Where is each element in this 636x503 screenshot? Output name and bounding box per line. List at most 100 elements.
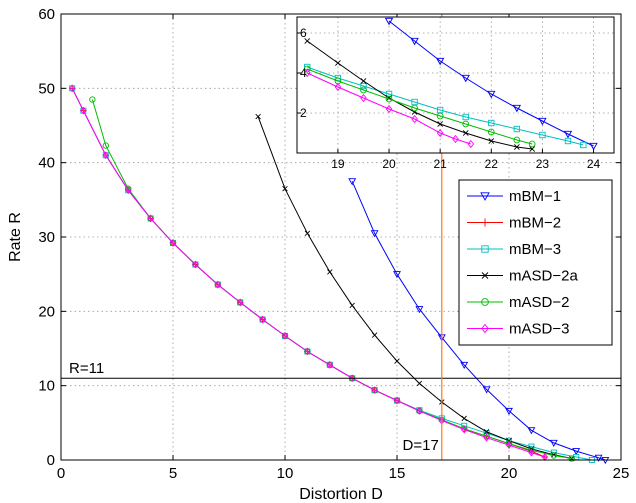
x-tick-label: 20 — [501, 465, 518, 482]
data-point-masd-3 — [393, 396, 401, 405]
inset-y-tick-label: 2 — [300, 106, 307, 120]
inset-data-point-masd-3 — [452, 134, 459, 144]
data-point-mbm-1 — [527, 427, 536, 435]
data-point-masd-3 — [326, 360, 333, 369]
inset-data-point-masd-2 — [385, 95, 393, 103]
data-point-masd-3 — [281, 331, 289, 340]
y-tick-label: 30 — [38, 229, 55, 246]
reference-label-vertical: D=17 — [403, 437, 439, 454]
inset-data-point-masd-3 — [334, 82, 342, 92]
inset-data-point-mbm-3 — [580, 141, 587, 149]
legend-entry-mbm-2: mBM−2 — [467, 215, 561, 232]
inset-series-line-masd-3 — [306, 72, 471, 145]
data-point-mbm-1 — [348, 178, 357, 186]
data-point-masd-3 — [80, 106, 87, 115]
data-point-masd-2a — [304, 230, 311, 237]
inset-frame — [296, 16, 615, 154]
x-tick-label: 5 — [169, 465, 177, 482]
inset-x-tick-label: 22 — [485, 157, 499, 171]
inset-data-point-mbm-3 — [462, 113, 469, 121]
data-point-masd-3 — [349, 374, 356, 383]
data-point-masd-2a — [461, 415, 467, 422]
inset-data-point-masd-2 — [436, 112, 444, 120]
data-point-masd-2a — [416, 380, 423, 387]
data-point-mbm-1 — [594, 454, 603, 462]
inset-x-tick-label: 21 — [433, 157, 447, 171]
data-point-masd-3 — [528, 448, 535, 457]
inset-series-mbm-1 — [384, 17, 598, 151]
inset-series-masd-3 — [303, 68, 475, 149]
data-point-masd-3 — [461, 425, 468, 434]
inset-data-point-masd-3 — [436, 128, 444, 138]
series-line-masd-3 — [71, 88, 545, 458]
legend-marker-mbm-1 — [480, 192, 490, 201]
y-tick-label: 10 — [38, 378, 55, 395]
inset-data-point-masd-2 — [303, 65, 311, 73]
data-point-mbm-1 — [460, 361, 469, 369]
inset-data-point-masd-2a — [462, 130, 469, 136]
inset-data-point-masd-2 — [411, 104, 418, 112]
legend-entry-mbm-3: mBM−3 — [467, 241, 561, 258]
legend: mBM−1 mBM−2 mBM−3 mASD−2a mASD−2 mASD−3 — [458, 179, 613, 346]
data-point-masd-2 — [89, 96, 96, 103]
data-point-masd-3 — [102, 151, 109, 160]
inset-data-point-mbm-1 — [538, 117, 547, 126]
main-series — [69, 84, 610, 465]
inset-data-point-masd-3 — [360, 93, 367, 103]
inset-y-tick-label: 6 — [300, 26, 307, 40]
inset-data-point-mbm-1 — [589, 142, 598, 151]
data-point-masd-3 — [147, 214, 154, 223]
data-point-masd-2a — [255, 113, 261, 120]
inset-data-point-masd-2a — [529, 146, 536, 152]
data-point-masd-3 — [371, 386, 378, 395]
main-axis-ticks: 0 5 10 15 20 25 0 10 20 30 40 50 60 — [38, 6, 629, 482]
inset-data-point-masd-2 — [528, 140, 536, 148]
data-point-masd-2a — [349, 302, 355, 309]
y-tick-label: 60 — [38, 6, 55, 23]
data-point-masd-2a — [483, 429, 490, 435]
inset-data-point-mbm-3 — [564, 137, 572, 145]
inset-data-point-mbm-1 — [563, 130, 573, 139]
x-tick-label: 15 — [389, 465, 406, 482]
inset-series-line-masd-2a — [306, 40, 533, 150]
data-point-mbm-1 — [370, 230, 379, 238]
inset-data-point-masd-2a — [513, 144, 520, 150]
inset-grid — [297, 17, 614, 153]
y-tick-label: 40 — [38, 155, 55, 172]
data-point-mbm-1 — [505, 407, 513, 416]
legend-marker-mbm-3 — [481, 245, 489, 253]
inset-series-line-masd-2 — [307, 68, 533, 145]
inset-data-point-masd-3 — [411, 114, 418, 124]
data-point-masd-2a — [282, 185, 288, 192]
inset-data-point-masd-2a — [360, 78, 367, 84]
inset-data-point-masd-2 — [360, 86, 367, 94]
inset-data-point-mbm-1 — [461, 74, 470, 83]
data-point-mbm-1 — [415, 306, 424, 314]
data-point-masd-2 — [550, 452, 557, 459]
reference-label-horizontal: R=11 — [69, 360, 104, 377]
legend-label-masd-3: mASD−3 — [509, 321, 569, 338]
legend-entry-masd-2a: mASD−2a — [467, 268, 578, 285]
data-point-masd-3 — [192, 260, 199, 269]
legend-entry-masd-2: mASD−2 — [467, 294, 569, 311]
data-point-masd-3 — [125, 186, 132, 195]
inset-data-point-mbm-3 — [539, 131, 546, 139]
series-line-mbm-1 — [351, 181, 606, 461]
legend-marker-mbm-2 — [481, 218, 489, 227]
data-point-masd-3 — [259, 315, 266, 324]
data-point-mbm-1 — [572, 448, 581, 456]
inset-data-point-mbm-3 — [360, 82, 367, 90]
x-axis-label: Distortion D — [299, 486, 383, 503]
inset-data-point-masd-2 — [462, 120, 470, 128]
series-masd-3 — [69, 84, 548, 461]
inset-data-point-masd-2 — [487, 128, 495, 136]
inset-background — [297, 17, 614, 153]
inset-data-point-masd-3 — [385, 104, 393, 114]
legend-label-mbm-2: mBM−2 — [509, 215, 561, 232]
inset-data-point-mbm-1 — [384, 17, 394, 26]
inset-data-point-mbm-1 — [512, 104, 522, 113]
data-point-masd-3 — [304, 347, 311, 356]
legend-marker-masd-3 — [481, 323, 489, 334]
